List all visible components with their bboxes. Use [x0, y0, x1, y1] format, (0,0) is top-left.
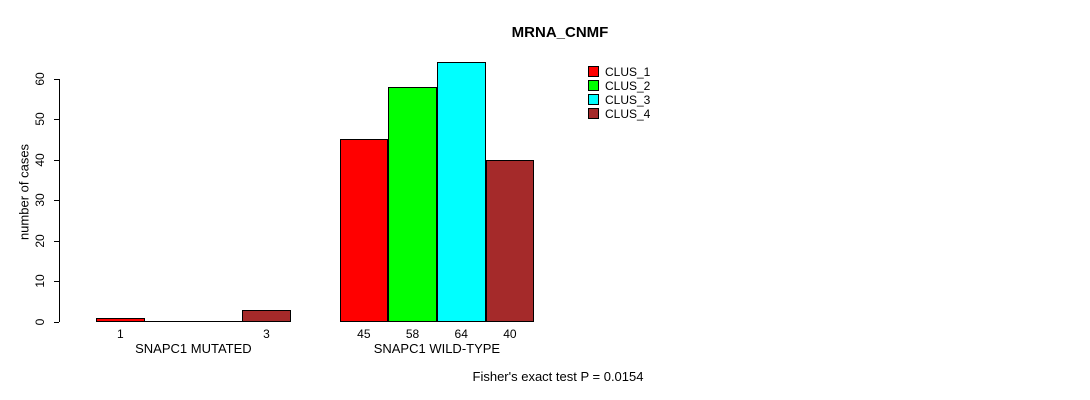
bar-value-label: 45 [357, 327, 371, 341]
bar-value-label: 3 [263, 327, 270, 341]
x-group-label: SNAPC1 MUTATED [135, 341, 252, 356]
y-tick-label: 10 [33, 274, 47, 289]
bar [193, 321, 243, 322]
footer-annotation: Fisher's exact test P = 0.0154 [472, 369, 644, 384]
bar [485, 159, 535, 322]
legend-item: CLUS_1 [588, 65, 668, 79]
y-tick [54, 200, 59, 202]
y-tick-label: 30 [33, 193, 47, 207]
y-tick-label: 20 [33, 234, 47, 248]
y-tick [54, 119, 59, 121]
y-tick [54, 159, 59, 161]
y-tick [54, 240, 59, 242]
legend-swatch [588, 108, 599, 119]
bar [339, 139, 389, 322]
y-tick-label: 50 [33, 112, 47, 126]
legend-label: CLUS_3 [605, 93, 651, 107]
bar [436, 62, 486, 322]
chart-title: MRNA_CNMF [511, 24, 609, 41]
legend-item: CLUS_3 [588, 93, 668, 107]
bar-value-label: 58 [405, 327, 420, 341]
legend-swatch [588, 66, 599, 77]
legend-swatch [588, 80, 599, 91]
bar-value-label: 64 [454, 327, 468, 341]
legend-label: CLUS_4 [605, 107, 651, 121]
y-tick-label: 40 [33, 152, 47, 167]
y-axis-label: number of cases [16, 143, 32, 241]
y-tick-label: 0 [33, 318, 47, 326]
bar-value-label: 40 [503, 327, 517, 341]
legend-swatch [588, 94, 599, 105]
bar [388, 86, 437, 322]
bar [242, 309, 291, 322]
legend-item: CLUS_2 [588, 79, 668, 93]
legend-label: CLUS_1 [605, 65, 651, 79]
y-tick [54, 322, 59, 323]
legend-item: CLUS_4 [588, 107, 668, 121]
x-group-label: SNAPC1 WILD-TYPE [373, 341, 501, 356]
legend-label: CLUS_2 [605, 79, 651, 93]
y-axis-line [59, 78, 60, 322]
bar [96, 317, 145, 322]
bar-value-label: 1 [117, 327, 124, 341]
y-tick-label: 60 [33, 71, 47, 86]
y-tick [54, 78, 59, 80]
bar [144, 321, 194, 322]
y-tick [54, 281, 59, 283]
